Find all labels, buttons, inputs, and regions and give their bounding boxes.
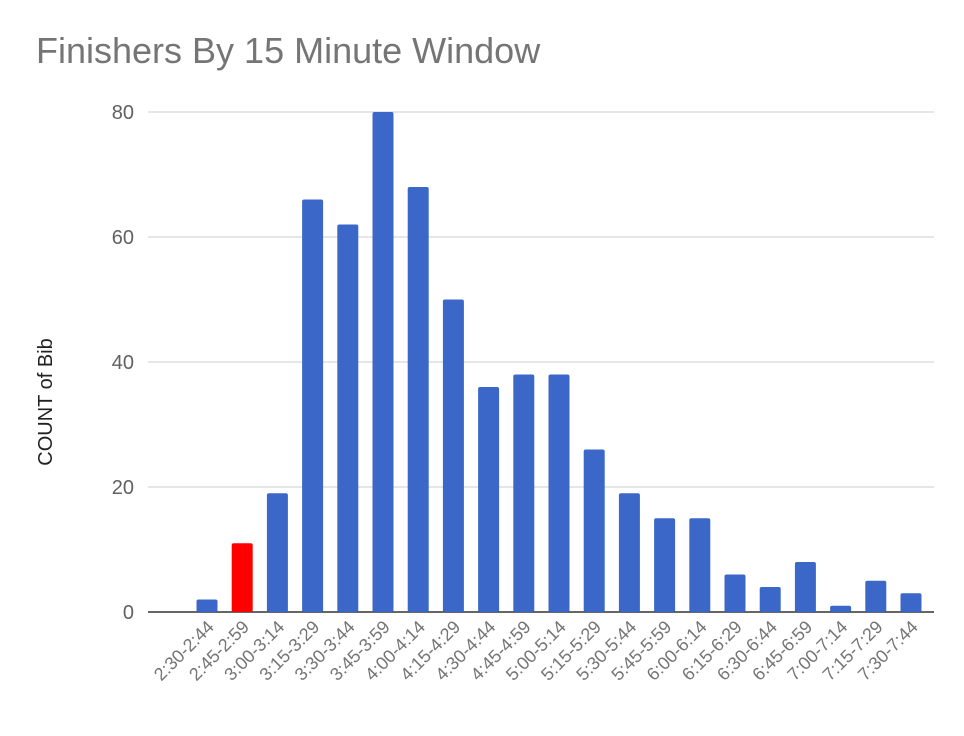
y-tick-label: 60 <box>112 227 134 249</box>
bar[interactable] <box>302 199 324 613</box>
bar[interactable] <box>654 518 676 612</box>
x-tick-labels: 2:30-2:442:45-2:593:00-3:143:15-3:293:30… <box>150 617 922 685</box>
y-tick-label: 80 <box>112 102 134 124</box>
y-axis-label: COUNT of Bib <box>35 338 57 465</box>
bar[interactable] <box>337 224 359 613</box>
bar[interactable] <box>478 387 500 612</box>
bars <box>196 112 922 613</box>
y-tick-labels: 0 20 40 60 80 <box>112 102 134 624</box>
bar[interactable] <box>196 599 218 613</box>
bar[interactable] <box>266 493 288 612</box>
bar[interactable] <box>372 112 394 612</box>
bar[interactable] <box>513 374 535 613</box>
bar[interactable] <box>442 299 464 613</box>
bar[interactable] <box>724 574 746 613</box>
bar[interactable] <box>900 593 922 612</box>
gridlines <box>148 111 934 613</box>
bar[interactable] <box>689 518 711 612</box>
bar[interactable] <box>231 543 253 612</box>
bar[interactable] <box>830 605 852 612</box>
bar[interactable] <box>794 562 816 612</box>
bar[interactable] <box>407 187 429 612</box>
bar[interactable] <box>865 580 887 612</box>
bar[interactable] <box>583 449 605 613</box>
bar[interactable] <box>618 493 640 612</box>
y-tick-label: 20 <box>112 477 134 499</box>
y-tick-label: 0 <box>123 602 134 624</box>
bar[interactable] <box>759 587 781 612</box>
chart-title: Finishers By 15 Minute Window <box>36 30 541 71</box>
bar[interactable] <box>548 374 570 613</box>
y-tick-label: 40 <box>112 352 134 374</box>
